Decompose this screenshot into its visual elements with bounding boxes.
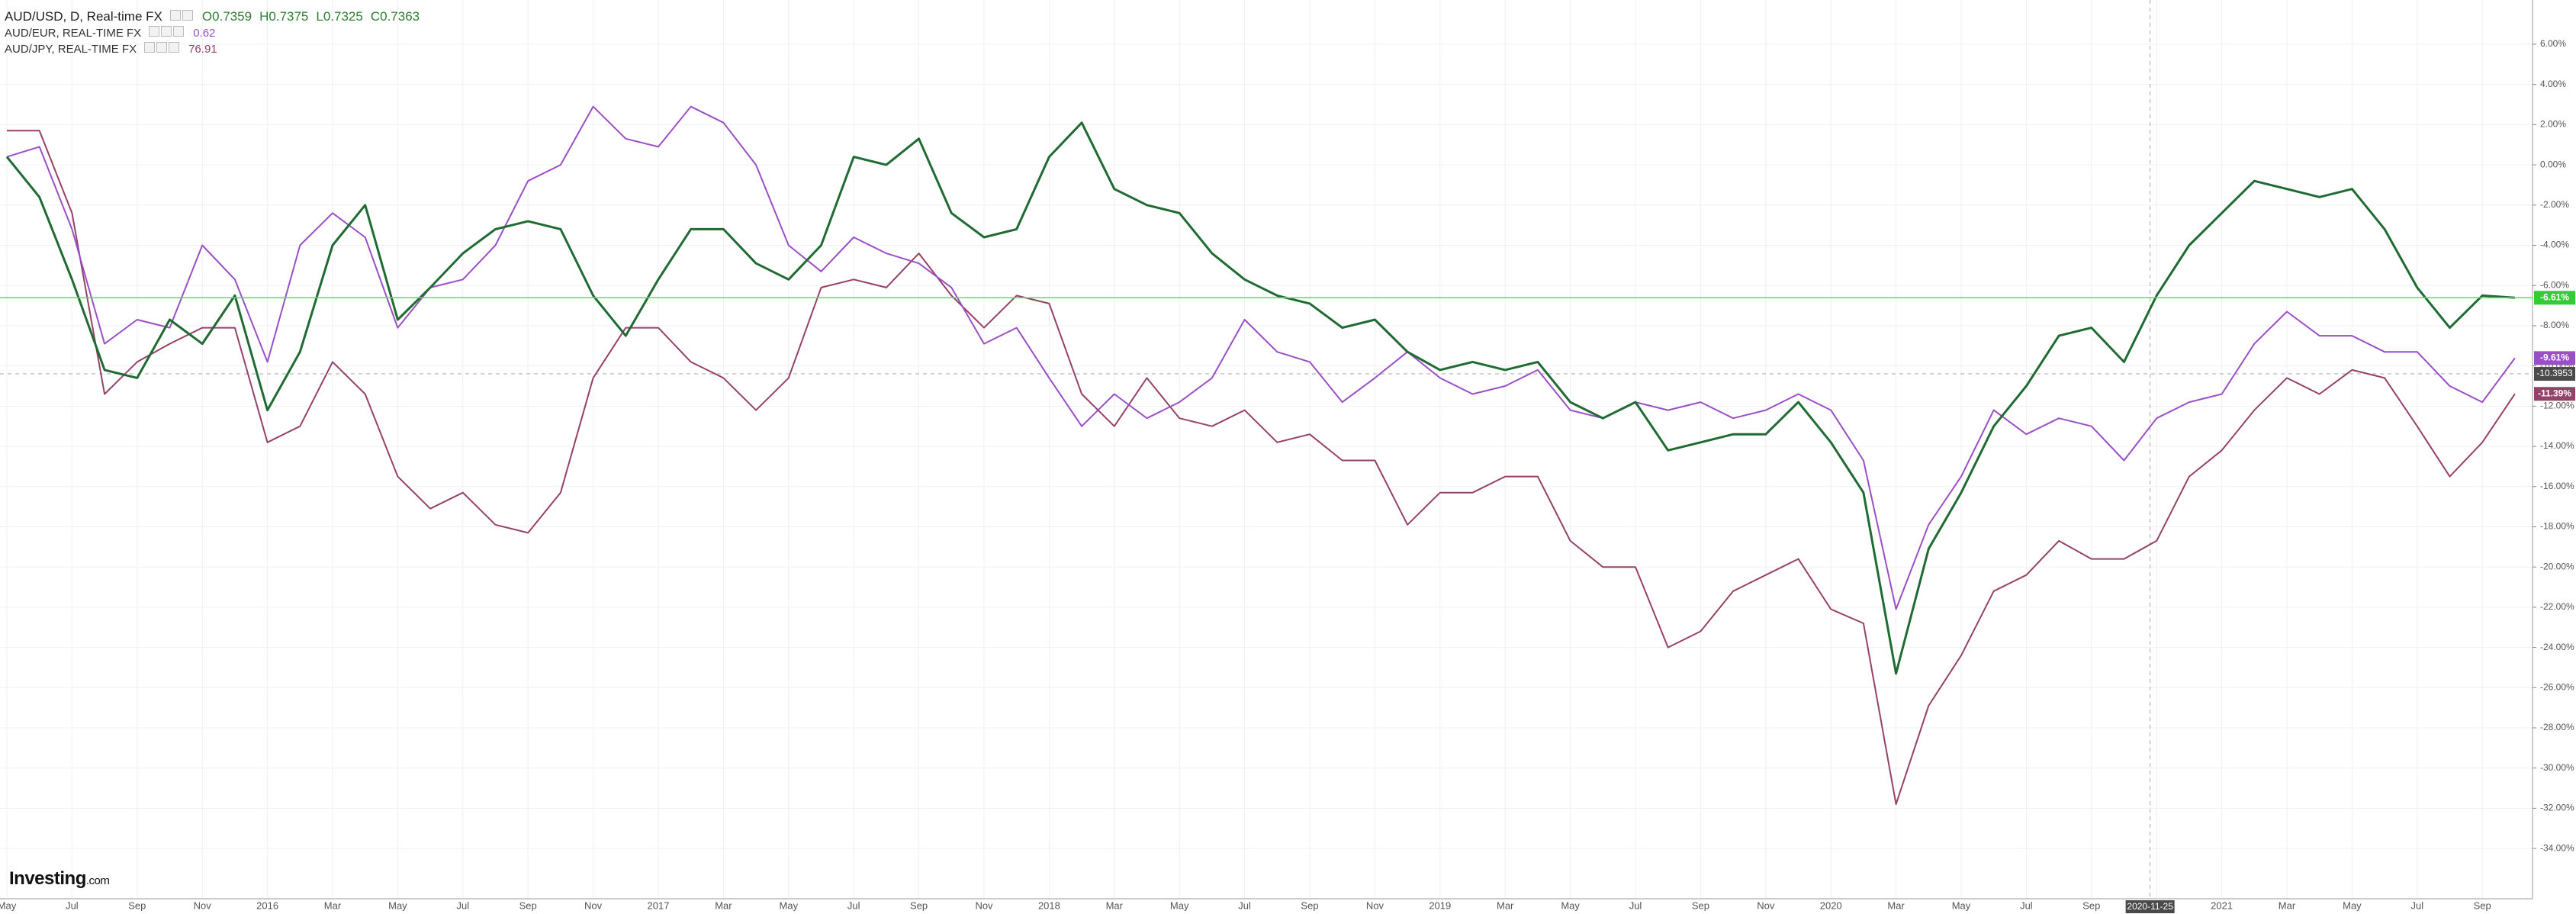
x-tick-label: Sep bbox=[1301, 900, 1318, 911]
x-tick-label: Jul bbox=[1629, 900, 1642, 911]
x-tick-label: May bbox=[1170, 900, 1189, 911]
series-line bbox=[7, 130, 2516, 806]
legend-icons bbox=[144, 42, 181, 56]
x-tick-label: 2021 bbox=[2211, 900, 2233, 911]
legend-price: 76.91 bbox=[188, 42, 217, 56]
crosshair-value: -10.3953 bbox=[2536, 368, 2573, 378]
x-tick-label: Jul bbox=[2410, 900, 2423, 911]
legend-title: AUD/USD, D, Real-time FX bbox=[5, 9, 162, 24]
ohlc-high: H0.7375 bbox=[259, 9, 309, 24]
last-value-box bbox=[2534, 291, 2575, 305]
x-tick-label: May bbox=[780, 900, 799, 911]
y-tick-label: -20.00% bbox=[2540, 561, 2574, 571]
x-tick-label: May bbox=[0, 900, 17, 911]
y-tick-label: -22.00% bbox=[2540, 601, 2574, 612]
x-tick-label: May bbox=[1952, 900, 1971, 911]
y-tick-label: -14.00% bbox=[2540, 440, 2574, 451]
x-tick-label: Mar bbox=[324, 900, 342, 911]
y-tick-label: 4.00% bbox=[2540, 79, 2566, 89]
y-tick-label: -34.00% bbox=[2540, 842, 2574, 853]
last-value-box bbox=[2534, 387, 2575, 401]
crosshair-date-box bbox=[2125, 900, 2175, 913]
legend-entry: AUD/JPY, REAL-TIME FX 76.91 bbox=[5, 42, 217, 56]
x-tick-label: Sep bbox=[910, 900, 928, 911]
x-tick-label: May bbox=[1561, 900, 1580, 911]
crosshair-date: 2020-11-25 bbox=[2127, 901, 2173, 912]
x-tick-label: Nov bbox=[975, 900, 993, 911]
ohlc-low: L0.7325 bbox=[316, 9, 363, 24]
y-tick-label: -8.00% bbox=[2540, 320, 2569, 330]
x-tick-label: 2017 bbox=[648, 900, 670, 911]
x-tick-label: Nov bbox=[584, 900, 603, 911]
legend-price: 0.62 bbox=[193, 26, 216, 40]
x-tick-label: May bbox=[2343, 900, 2362, 911]
main-legend: AUD/USD, D, Real-time FX O0.7359 H0.7375… bbox=[5, 9, 420, 24]
crosshair-value-box bbox=[2534, 367, 2575, 381]
x-tick-label: Jul bbox=[2020, 900, 2033, 911]
y-tick-label: -18.00% bbox=[2540, 521, 2574, 532]
x-tick-label: Mar bbox=[715, 900, 732, 911]
y-tick-label: -30.00% bbox=[2540, 762, 2574, 773]
x-tick-label: 2020 bbox=[1820, 900, 1842, 911]
legend-icons bbox=[169, 10, 195, 24]
last-value-box bbox=[2534, 351, 2575, 365]
x-tick-label: Nov bbox=[194, 900, 212, 911]
legend-entry: AUD/EUR, REAL-TIME FX 0.62 bbox=[5, 26, 215, 40]
logo: Investing.com bbox=[9, 868, 110, 890]
last-value-label: -9.61% bbox=[2540, 352, 2569, 363]
x-tick-label: Mar bbox=[1497, 900, 1514, 911]
x-tick-label: Sep bbox=[128, 900, 146, 911]
y-tick-label: -28.00% bbox=[2540, 722, 2574, 732]
x-tick-label: 2018 bbox=[1038, 900, 1060, 911]
x-tick-label: Jul bbox=[847, 900, 860, 911]
x-tick-label: Sep bbox=[2474, 900, 2491, 911]
x-tick-label: Jul bbox=[66, 900, 79, 911]
y-tick-label: -26.00% bbox=[2540, 681, 2574, 692]
y-tick-label: -6.00% bbox=[2540, 279, 2569, 290]
y-tick-label: 6.00% bbox=[2540, 38, 2566, 49]
ohlc-close: C0.7363 bbox=[370, 9, 420, 24]
last-value-label: -6.61% bbox=[2540, 291, 2569, 302]
legend-name: AUD/EUR, REAL-TIME FX bbox=[5, 26, 142, 40]
x-tick-label: Jul bbox=[1238, 900, 1251, 911]
x-tick-label: Sep bbox=[519, 900, 537, 911]
x-tick-label: May bbox=[388, 900, 407, 911]
last-value-label: -11.39% bbox=[2538, 388, 2571, 398]
x-tick-label: Nov bbox=[1757, 900, 1775, 911]
legend-icons bbox=[149, 26, 185, 40]
legend-name: AUD/JPY, REAL-TIME FX bbox=[5, 42, 137, 56]
x-tick-label: Mar bbox=[2279, 900, 2296, 911]
y-tick-label: -2.00% bbox=[2540, 199, 2569, 210]
x-tick-label: 2016 bbox=[256, 900, 278, 911]
series-line bbox=[6, 105, 2516, 610]
y-tick-label: -16.00% bbox=[2540, 481, 2574, 491]
x-tick-label: Sep bbox=[2082, 900, 2100, 911]
y-tick-label: -12.00% bbox=[2540, 401, 2574, 411]
x-tick-label: Sep bbox=[1692, 900, 1709, 911]
y-tick-label: -32.00% bbox=[2540, 803, 2574, 813]
logo-text: Investing bbox=[9, 868, 86, 889]
y-tick-label: 0.00% bbox=[2540, 159, 2566, 169]
ohlc-open: O0.7359 bbox=[201, 9, 252, 24]
logo-suffix: .com bbox=[85, 874, 110, 887]
x-tick-label: Mar bbox=[1106, 900, 1124, 911]
y-tick-label: -4.00% bbox=[2540, 240, 2569, 250]
series-line bbox=[5, 121, 2516, 675]
x-tick-label: 2019 bbox=[1429, 900, 1451, 911]
x-tick-label: Nov bbox=[1366, 900, 1384, 911]
y-tick-label: -24.00% bbox=[2540, 642, 2574, 652]
y-tick-label: 2.00% bbox=[2540, 119, 2566, 130]
x-tick-label: Jul bbox=[456, 900, 469, 911]
x-tick-label: Mar bbox=[1887, 900, 1905, 911]
